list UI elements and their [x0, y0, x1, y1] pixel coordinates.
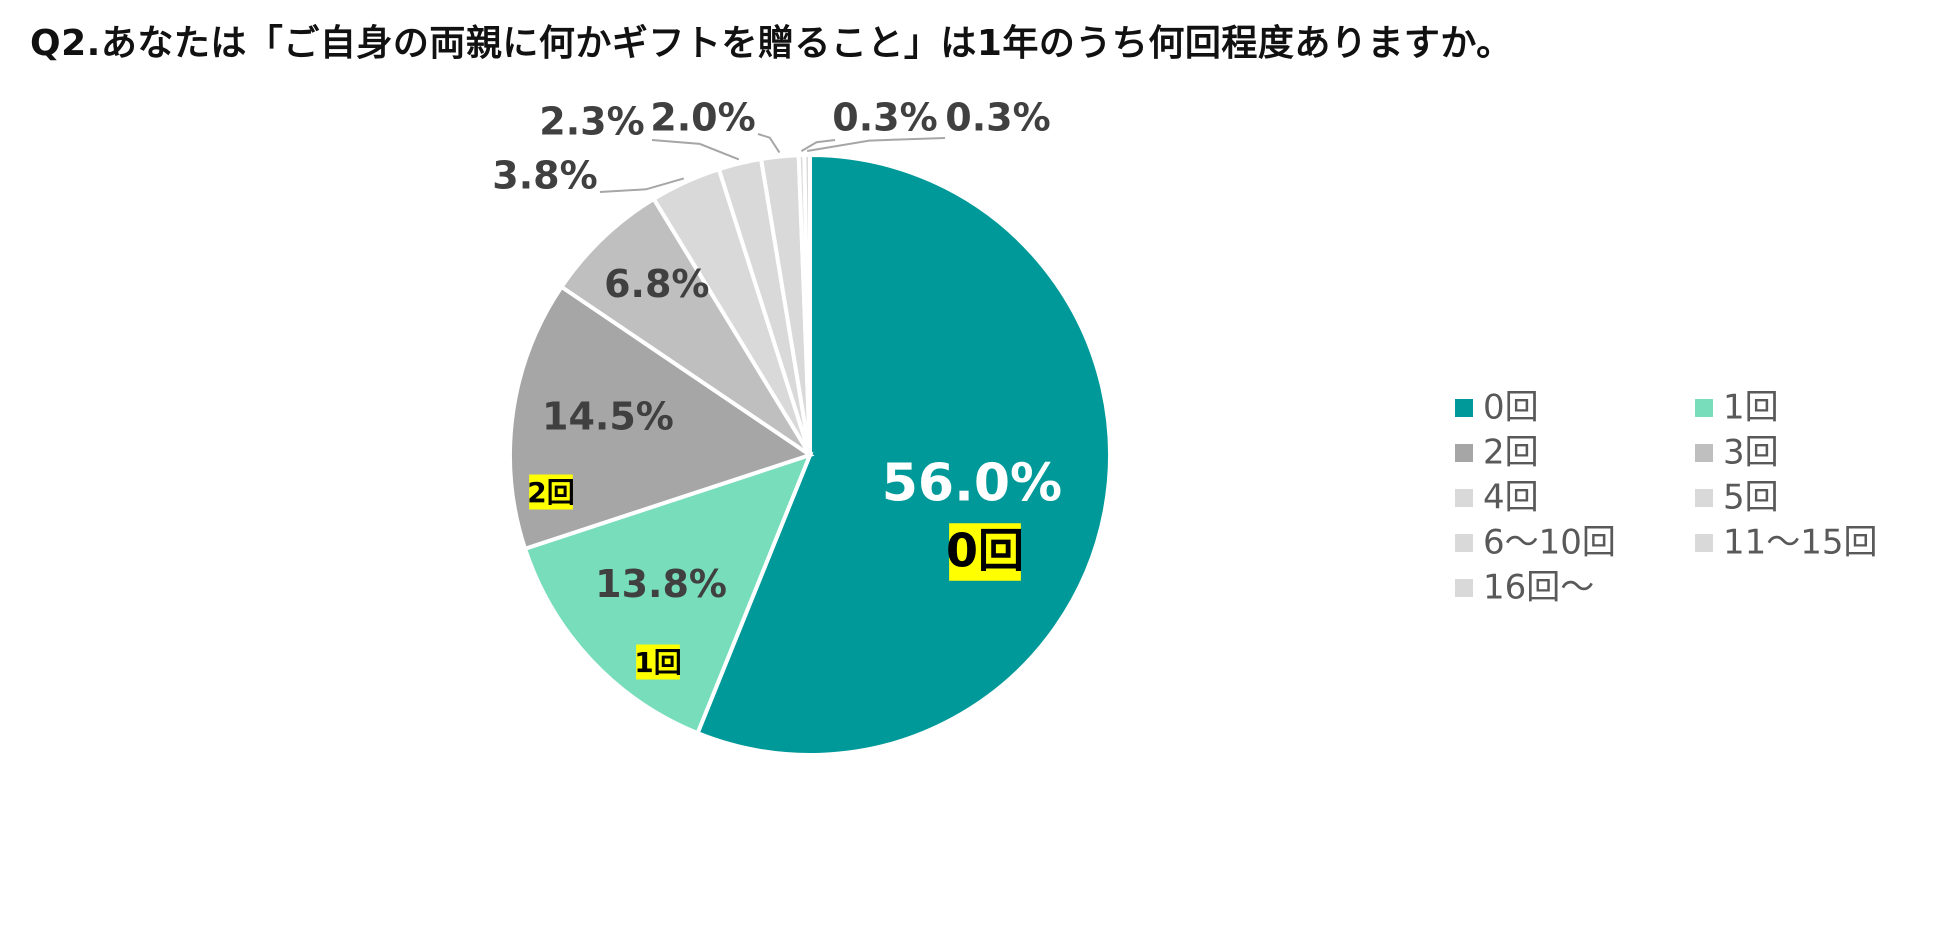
legend-item-9: 16回～: [1455, 568, 1594, 608]
legend-swatch: [1695, 534, 1713, 552]
legend-swatch: [1695, 444, 1713, 462]
highlight-tag-label: 0回: [946, 524, 1024, 578]
highlight-tag-3: 2回: [527, 474, 575, 510]
highlight-tag-label: 2回: [527, 476, 574, 509]
legend-item-2: 1回: [1695, 388, 1779, 428]
legend-item-7: 6～10回: [1455, 523, 1616, 563]
highlight-tag-bg: [529, 474, 573, 510]
legend-label: 16回～: [1483, 568, 1594, 608]
legend-swatch: [1695, 489, 1713, 507]
legend-label: 2回: [1483, 433, 1539, 473]
legend-label: 4回: [1483, 478, 1539, 518]
data-label-1: 56.0%: [882, 453, 1062, 513]
legend-swatch: [1455, 579, 1473, 597]
data-labels: 56.0% 13.8% 14.5% 6.8% 3.8% 2.3% 2.0% 0.3% 0.3%: [492, 96, 1062, 606]
data-label-3: 14.5%: [542, 394, 674, 438]
chart-title: Q2.あなたは「ご自身の両親に何かギフトを贈ること」は1年のうち何回程度あります…: [30, 23, 1513, 64]
legend-label: 6～10回: [1483, 523, 1616, 563]
legend-swatch: [1455, 489, 1473, 507]
leader-line-7: [757, 133, 781, 154]
leader-line-8: [800, 139, 836, 152]
legend-item-4: 3回: [1695, 433, 1779, 473]
highlight-tag-1: 0回: [946, 523, 1024, 581]
data-label-6: 2.3%: [539, 100, 644, 144]
data-label-7: 2.0%: [650, 96, 755, 140]
data-label-9: 0.3%: [945, 96, 1050, 140]
highlight-tag-2: 1回: [634, 644, 682, 680]
legend-label: 5回: [1723, 478, 1779, 518]
legend-item-6: 5回: [1695, 478, 1779, 518]
legend-label: 1回: [1723, 388, 1779, 428]
legend-item-1: 0回: [1455, 388, 1539, 428]
pie-slice-4: [558, 196, 812, 457]
leader-line-5: [599, 177, 685, 193]
legend-swatch: [1455, 444, 1473, 462]
legend-item-3: 2回: [1455, 433, 1539, 473]
pie-slice-1: [694, 152, 1113, 757]
data-label-5: 3.8%: [492, 154, 597, 198]
legend-swatch: [1455, 399, 1473, 417]
highlight-tag-bg: [949, 523, 1021, 581]
pie-slice-3: [508, 284, 815, 552]
pie-slice-9: [802, 152, 812, 456]
pie-slice-2: [522, 451, 814, 736]
leader-line-6: [651, 139, 740, 161]
legend-label: 3回: [1723, 433, 1779, 473]
legend-label: 0回: [1483, 388, 1539, 428]
legend-label: 11～15回: [1723, 523, 1878, 563]
legend-swatch: [1455, 534, 1473, 552]
legend-item-5: 4回: [1455, 478, 1539, 518]
pie-slices: [508, 152, 1113, 757]
legend-swatch: [1695, 399, 1713, 417]
leader-line-9: [806, 137, 946, 152]
data-label-2: 13.8%: [595, 562, 727, 606]
legend: 0回 1回 2回 3回 4回 5回 6～10回 11～15回 16回～: [1455, 388, 1878, 608]
leader-lines: [599, 133, 946, 193]
highlight-tag-label: 1回: [634, 646, 681, 679]
highlight-tags: 0回 1回 2回: [527, 474, 1024, 680]
legend-item-8: 11～15回: [1695, 523, 1878, 563]
highlight-tag-bg: [636, 644, 680, 680]
data-label-8: 0.3%: [832, 96, 937, 140]
data-label-4: 6.8%: [604, 262, 709, 306]
